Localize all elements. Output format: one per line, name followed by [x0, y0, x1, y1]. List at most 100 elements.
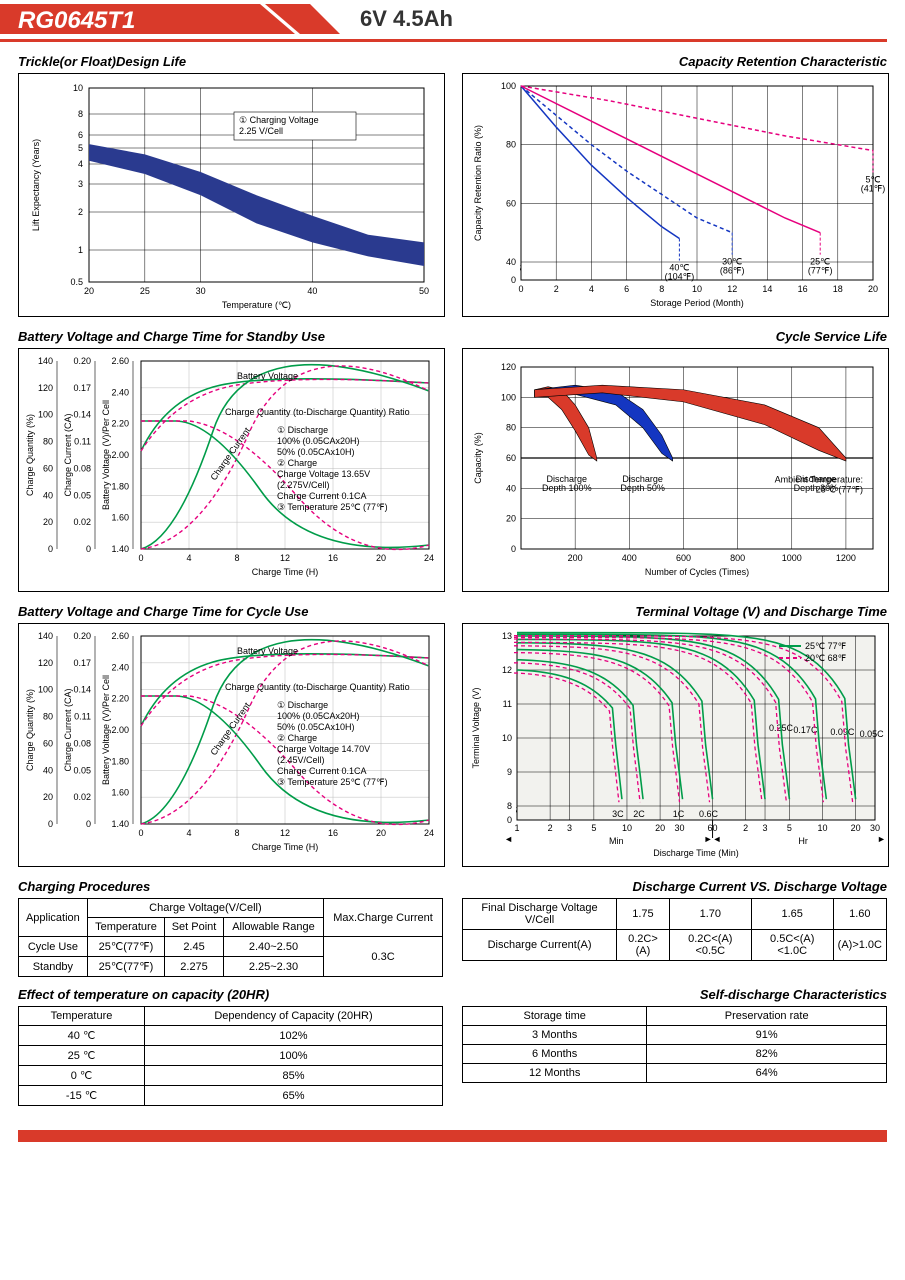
- svg-text:16: 16: [798, 284, 808, 294]
- svg-text:Charge Current 0.1CA: Charge Current 0.1CA: [277, 491, 367, 501]
- svg-text:100: 100: [38, 410, 53, 420]
- svg-text:10: 10: [692, 284, 702, 294]
- svg-text:9: 9: [507, 767, 512, 777]
- svg-text:0.08: 0.08: [73, 738, 91, 748]
- svg-text:25℃ (77℉): 25℃ (77℉): [816, 484, 863, 494]
- chart-trickle: Trickle(or Float)Design Life 0.512345681…: [18, 54, 443, 317]
- table-header: Allowable Range: [223, 918, 323, 937]
- svg-text:0: 0: [511, 275, 516, 285]
- table-cell: 25 ℃: [19, 1046, 145, 1066]
- svg-text:6: 6: [624, 284, 629, 294]
- svg-text:1: 1: [514, 823, 519, 833]
- table-cell: 82%: [647, 1045, 887, 1064]
- table-cell: Final Discharge Voltage V/Cell: [463, 899, 617, 930]
- svg-text:20: 20: [376, 828, 386, 838]
- svg-text:0.20: 0.20: [73, 631, 91, 641]
- table-cell: 2.275: [165, 957, 224, 977]
- table-cell: 100%: [145, 1046, 443, 1066]
- table-cell: 40 ℃: [19, 1026, 145, 1046]
- svg-text:20: 20: [851, 823, 861, 833]
- table-cell: 64%: [647, 1064, 887, 1083]
- svg-text:0: 0: [48, 544, 53, 554]
- svg-text:Number of Cycles (Times): Number of Cycles (Times): [645, 567, 749, 577]
- svg-text:1.60: 1.60: [111, 788, 129, 798]
- svg-text:(104℉): (104℉): [665, 272, 695, 282]
- svg-text:60: 60: [43, 738, 53, 748]
- table-cell: 0 ℃: [19, 1066, 145, 1086]
- svg-text:(2.275V/Cell): (2.275V/Cell): [277, 480, 330, 490]
- svg-text:20: 20: [655, 823, 665, 833]
- svg-text:60: 60: [506, 198, 516, 208]
- svg-text:1.40: 1.40: [111, 819, 129, 829]
- svg-text:0.05C: 0.05C: [860, 729, 885, 739]
- svg-text:0: 0: [138, 553, 143, 563]
- svg-text:5: 5: [787, 823, 792, 833]
- svg-text:10: 10: [73, 83, 83, 93]
- svg-text:18: 18: [833, 284, 843, 294]
- svg-text:1.60: 1.60: [111, 513, 129, 523]
- svg-text:2.20: 2.20: [111, 694, 129, 704]
- svg-text:120: 120: [38, 658, 53, 668]
- svg-text:100: 100: [38, 685, 53, 695]
- svg-text:Battery Voltage (V)/Per Cell: Battery Voltage (V)/Per Cell: [101, 400, 111, 510]
- svg-text:2.40: 2.40: [111, 662, 129, 672]
- svg-text:Charge Time (H): Charge Time (H): [252, 567, 319, 577]
- svg-text:0: 0: [511, 544, 516, 554]
- svg-text:3C: 3C: [612, 809, 624, 819]
- table-cell: 1.65: [751, 899, 833, 930]
- svg-text:12: 12: [502, 665, 512, 675]
- chart-title: Trickle(or Float)Design Life: [18, 54, 443, 69]
- table-cell: 0.2C<(A)<0.5C: [669, 930, 751, 961]
- table-title: Discharge Current VS. Discharge Voltage: [462, 879, 887, 894]
- svg-text:0.02: 0.02: [73, 517, 91, 527]
- svg-text:Charge Voltage 13.65V: Charge Voltage 13.65V: [277, 469, 370, 479]
- svg-text:600: 600: [676, 553, 691, 563]
- table-discharge-cv: Discharge Current VS. Discharge Voltage …: [462, 879, 887, 977]
- svg-text:Battery Voltage (V)/Per Cell: Battery Voltage (V)/Per Cell: [101, 675, 111, 785]
- svg-text:0: 0: [86, 544, 91, 554]
- svg-text:0: 0: [86, 819, 91, 829]
- svg-text:13: 13: [502, 631, 512, 641]
- svg-text:20: 20: [376, 553, 386, 563]
- svg-text:120: 120: [38, 383, 53, 393]
- svg-text:1.80: 1.80: [111, 756, 129, 766]
- svg-text:8: 8: [78, 109, 83, 119]
- chart-cycle-charge: Battery Voltage and Charge Time for Cycl…: [18, 604, 443, 867]
- svg-text:◄: ◄: [504, 834, 513, 844]
- svg-text:►: ►: [877, 834, 886, 844]
- svg-text:24: 24: [424, 553, 434, 563]
- svg-text:0.09C: 0.09C: [830, 727, 855, 737]
- table-cell: 2.25~2.30: [223, 957, 323, 977]
- svg-text:12: 12: [280, 553, 290, 563]
- svg-text:② Charge: ② Charge: [277, 733, 317, 743]
- svg-text:(41℉): (41℉): [861, 184, 886, 194]
- svg-text:5: 5: [591, 823, 596, 833]
- chart-title: Capacity Retention Characteristic: [462, 54, 887, 69]
- svg-text:2C: 2C: [633, 809, 645, 819]
- svg-text:2.20: 2.20: [111, 419, 129, 429]
- svg-text:14: 14: [762, 284, 772, 294]
- svg-text:Charge Quantity (to-Discharge: Charge Quantity (to-Discharge Quantity) …: [225, 682, 410, 692]
- svg-text:1.80: 1.80: [111, 481, 129, 491]
- svg-text:② Charge: ② Charge: [277, 458, 317, 468]
- svg-text:50: 50: [419, 286, 429, 296]
- svg-text:20℃ 68℉: 20℃ 68℉: [805, 653, 847, 663]
- svg-text:16: 16: [328, 828, 338, 838]
- svg-text:① Discharge: ① Discharge: [277, 700, 328, 710]
- table-cell: 2.40~2.50: [223, 937, 323, 957]
- svg-text:(77℉): (77℉): [808, 266, 833, 276]
- svg-text:120: 120: [501, 362, 516, 372]
- svg-text:0.02: 0.02: [73, 792, 91, 802]
- svg-text:Capacity (%): Capacity (%): [473, 432, 483, 484]
- table-cell: Discharge Current(A): [463, 930, 617, 961]
- table-cell: 2.45: [165, 937, 224, 957]
- svg-text:40: 40: [506, 483, 516, 493]
- chart-terminal: Terminal Voltage (V) and Discharge Time …: [462, 604, 887, 867]
- svg-text:5: 5: [78, 143, 83, 153]
- table-self-discharge: Self-discharge Characteristics Storage t…: [462, 987, 887, 1106]
- svg-text:2.60: 2.60: [111, 356, 129, 366]
- table-header: Storage time: [463, 1007, 647, 1026]
- table-cell: 91%: [647, 1026, 887, 1045]
- svg-text:800: 800: [730, 553, 745, 563]
- table-cell: 0.2C>(A): [617, 930, 670, 961]
